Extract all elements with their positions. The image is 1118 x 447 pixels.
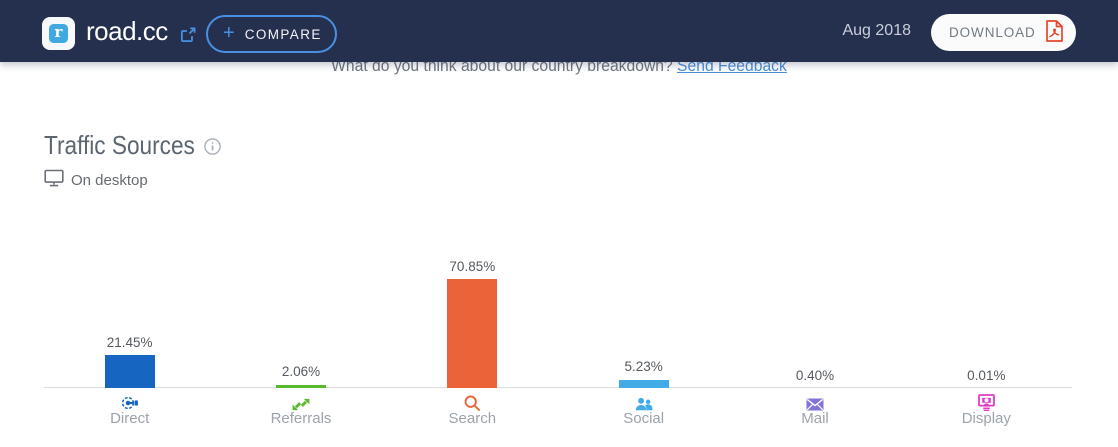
category-label: Direct — [110, 410, 150, 427]
device-subtitle: On desktop — [44, 169, 148, 192]
social-icon — [635, 395, 653, 411]
bar-social[interactable] — [618, 379, 669, 388]
desktop-icon — [44, 169, 64, 192]
plus-icon: + — [223, 22, 235, 44]
download-button[interactable]: DOWNLOAD — [931, 14, 1076, 51]
pdf-icon — [1045, 20, 1064, 45]
download-button-label: DOWNLOAD — [949, 25, 1036, 40]
display-icon — [977, 394, 995, 411]
site-title: road.cc — [86, 15, 168, 46]
device-subtitle-label: On desktop — [71, 172, 148, 189]
bar-value-label: 0.01% — [967, 367, 1006, 383]
report-period: Aug 2018 — [842, 22, 911, 39]
site-logo-icon: r — [49, 24, 68, 43]
category-label: Social — [623, 410, 665, 427]
bar-value-label: 0.40% — [795, 367, 835, 383]
search-icon — [463, 395, 481, 411]
x-axis-line — [44, 387, 1072, 388]
category-label: Search — [448, 410, 497, 427]
bar-value-label: 21.45% — [106, 334, 153, 350]
chart-column-referrals: 2.06% Referrals — [215, 240, 386, 447]
top-bar: r road.cc + COMPARE Aug 2018 DOWNLOAD — [0, 0, 1118, 62]
bar-value-label: 2.06% — [281, 364, 321, 380]
referrals-icon — [292, 395, 310, 411]
section-title: Traffic Sources — [44, 130, 195, 160]
direct-icon — [121, 395, 139, 411]
bar-value-label: 5.23% — [624, 359, 663, 375]
mail-icon — [806, 395, 824, 411]
bar-value-label: 70.85% — [449, 258, 496, 274]
bar-chart: 21.45% Direct 2.06% Referrals 70.85% Searc… — [44, 240, 1072, 447]
category-label: Mail — [801, 410, 829, 427]
chart-column-display: 0.01% Display — [901, 240, 1072, 447]
category-label: Display — [961, 410, 1011, 427]
bar-direct[interactable] — [104, 355, 155, 388]
compare-button[interactable]: + COMPARE — [206, 15, 337, 53]
chart-column-mail: 0.40% Mail — [729, 240, 900, 447]
bar-search[interactable] — [447, 279, 498, 388]
site-favicon: r — [42, 17, 75, 50]
chart-column-direct: 21.45% Direct — [44, 240, 215, 447]
external-link-icon[interactable] — [180, 27, 196, 43]
chart-column-social: 5.23% Social — [558, 240, 729, 447]
bar-referrals[interactable] — [275, 384, 326, 388]
compare-button-label: COMPARE — [244, 26, 322, 42]
category-label: Referrals — [270, 410, 332, 427]
info-icon[interactable] — [204, 138, 221, 155]
chart-column-search: 70.85% Search — [387, 240, 558, 447]
